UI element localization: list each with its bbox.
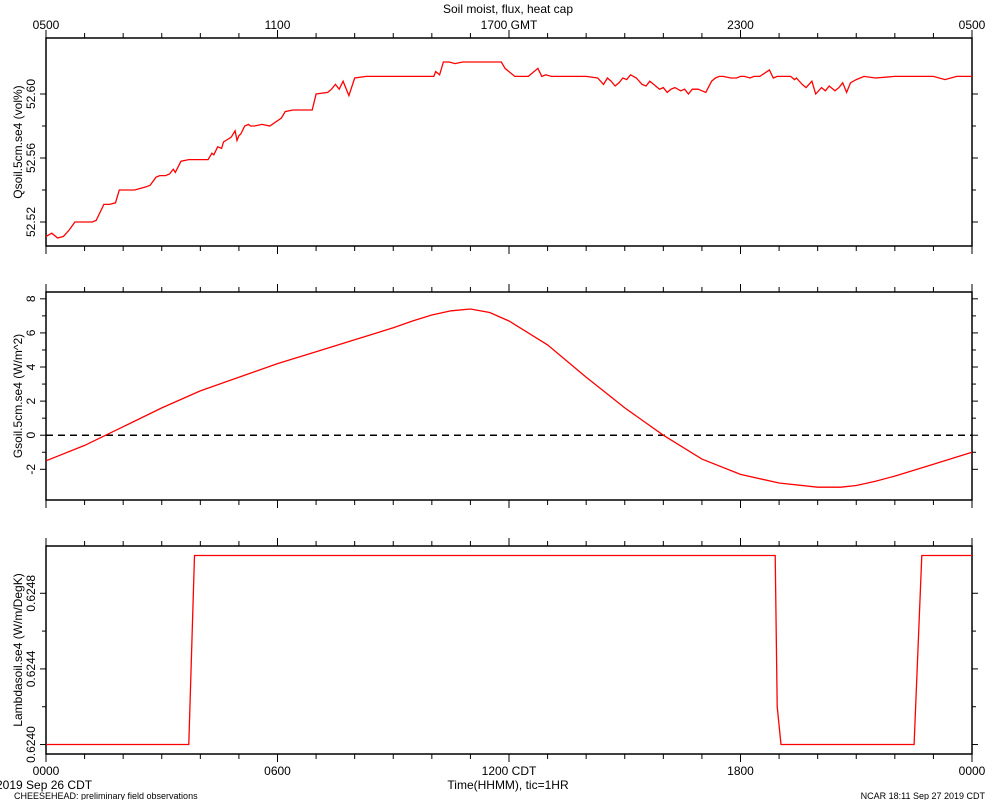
y-tick-label: 52.52: [24, 207, 38, 237]
panel-frame: [45, 37, 973, 247]
series-line-qsoil: [45, 61, 972, 239]
bottom-axis-labels: 0000 0600 1200 CDT 1800 0000: [33, 764, 986, 778]
y-tick-label: 0.6240: [24, 726, 38, 763]
series-line-lambdasoil: [46, 554, 972, 746]
y-tick-label: 4: [24, 363, 38, 370]
panel-gsoil: -2 0 2 4 6 8 Gsoil.5cm.se4 (W/m^2): [11, 284, 978, 508]
bottom-tick-label: 1200 CDT: [482, 764, 537, 778]
footer-right: NCAR 18:11 Sep 27 2019 CDT: [861, 791, 986, 800]
y-tick-label: 52.56: [24, 143, 38, 173]
y-axis-title: Lambdasoil.se4 (W/m/DegK): [11, 573, 25, 726]
top-tick-label: 2300: [727, 18, 754, 32]
top-tick-label: 0500: [959, 18, 986, 32]
bottom-tick-label: 1800: [727, 764, 754, 778]
y-axis-title: Gsoil.5cm.se4 (W/m^2): [11, 334, 25, 458]
series-line-gsoil: [45, 308, 973, 488]
top-tick-label: 0500: [33, 18, 60, 32]
y-tick-label: 0.6248: [24, 575, 38, 612]
panel-frame: [45, 545, 973, 755]
y-tick-label: 8: [24, 295, 38, 302]
y-tick-label: 0: [24, 432, 38, 439]
top-axis-labels: 0500 1100 1700 GMT 2300 0500: [33, 18, 986, 32]
x-axis-label: Time(HHMM), tic=1HR: [447, 778, 569, 792]
y-tick-label: -2: [24, 464, 38, 475]
bottom-tick-label: 0000: [959, 764, 986, 778]
top-tick-label: 1100: [265, 18, 291, 32]
bottom-tick-label: 0000: [33, 764, 60, 778]
footer-left: CHEESEHEAD: preliminary field observatio…: [14, 791, 198, 800]
y-tick-label: 0.6244: [24, 650, 38, 687]
top-tick-label: 1700 GMT: [481, 18, 538, 32]
y-tick-label: 6: [24, 329, 38, 336]
chart-title: Soil moist, flux, heat cap: [443, 2, 573, 16]
y-tick-label: 52.60: [24, 79, 38, 109]
panel-frame: [45, 291, 973, 501]
y-axis-title: Qsoil.5cm.se4 (vol%): [11, 85, 25, 198]
date-label: 2019 Sep 26 CDT: [0, 778, 93, 792]
bottom-tick-label: 0600: [264, 764, 291, 778]
y-tick-label: 2: [24, 397, 38, 404]
